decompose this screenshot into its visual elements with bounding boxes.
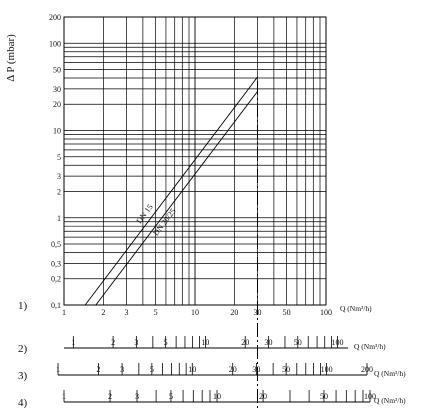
series-line (95, 91, 258, 306)
series-line (84, 76, 258, 306)
scale-tick-label: 5 (154, 308, 158, 317)
y-tick-label: 2 (57, 187, 61, 196)
scale-tick-label: 50 (283, 308, 291, 317)
scale-tick-label: 20 (241, 338, 249, 347)
scale-tick-label: 100 (332, 338, 344, 347)
scale-tick-label: 50 (294, 338, 302, 347)
scale-id: 3) (18, 370, 28, 382)
scale-unit-label: Q (Nm³/h) (374, 396, 406, 405)
y-tick-label: 0,5 (51, 240, 61, 249)
plot-border (63, 16, 327, 306)
grid (63, 16, 327, 306)
scale-tick-label: 5 (164, 338, 168, 347)
y-tick-label: 0,1 (51, 301, 61, 310)
scale-id: 2) (18, 343, 28, 355)
scale-tick-label: 20 (230, 308, 238, 317)
scale-unit-label: Q (Nm³/h) (374, 369, 406, 378)
series-lines (84, 76, 258, 306)
y-tick-label: 1 (57, 214, 61, 223)
scale-tick-label: 10 (191, 308, 199, 317)
scale-unit-label: Q (Nm³/h) (354, 342, 386, 351)
y-axis-label: Δ P (mbar) (5, 34, 17, 82)
plot-frame (63, 16, 327, 306)
scale-tick-label: 3 (120, 365, 124, 374)
scale-tick-label: 30 (252, 365, 260, 374)
scale-tick-label: 20 (259, 392, 267, 401)
scale-tick-label: 10 (213, 392, 221, 401)
y-tick-label: 0,2 (51, 275, 61, 284)
scale-tick-label: 3 (134, 338, 138, 347)
scale-tick-label: 2 (101, 308, 105, 317)
scale-tick-label: 100 (321, 365, 333, 374)
scale-tick-label: 1 (62, 308, 66, 317)
scale-tick-label: 2 (111, 338, 115, 347)
y-tick-labels: 0,1 0,2 0,3 0,5 1 2 3 5 10 20 30 50 100 200 (49, 13, 61, 310)
flow-scale: 2) 1 2 3 5 10 20 30 50 100 Q (Nm³/h) (18, 336, 386, 355)
y-tick-label: 100 (49, 39, 61, 48)
scale-id: 4) (18, 397, 28, 409)
scale-tick-label: 30 (264, 338, 272, 347)
scale-tick-label: 100 (364, 392, 376, 401)
y-tick-label: 20 (53, 100, 61, 109)
flow-scale: 3) 1 2 3 5 10 20 30 50 100 200 Q (Nm³/h) (18, 363, 406, 382)
scale-tick-label: 20 (229, 365, 237, 374)
scale-unit-label: Q (Nm³/h) (340, 304, 372, 313)
scale-tick-label: 1 (71, 338, 75, 347)
scale-tick-label: 3 (125, 308, 129, 317)
scale-tick-label: 2 (96, 365, 100, 374)
y-tick-label: 10 (53, 127, 61, 136)
scale-tick-label: 100 (320, 308, 332, 317)
scale-tick-label: 50 (320, 392, 328, 401)
y-tick-label: 5 (57, 153, 61, 162)
scale-tick-label: 50 (282, 365, 290, 374)
scale-tick-label: 10 (201, 338, 209, 347)
scale-tick-label: 10 (188, 365, 196, 374)
scale-id: 1) (18, 300, 28, 312)
scale-tick-label: 200 (361, 365, 373, 374)
y-tick-label: 0,3 (51, 259, 61, 268)
y-tick-label: 3 (57, 172, 61, 181)
scale-tick-label: 1 (56, 365, 60, 374)
scale-tick-label: 3 (135, 392, 139, 401)
scale-tick-label: 5 (169, 392, 173, 401)
scale-tick-label: 2 (108, 392, 112, 401)
scale-tick-label: 5 (150, 365, 154, 374)
y-tick-label: 30 (53, 85, 61, 94)
y-tick-label: 50 (53, 66, 61, 75)
scale-tick-label: 1 (62, 392, 66, 401)
y-tick-label: 200 (49, 13, 61, 22)
